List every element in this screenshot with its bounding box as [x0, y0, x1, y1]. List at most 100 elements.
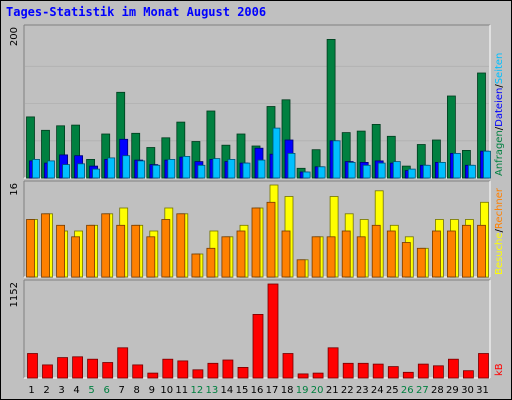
bar-rechner-day-21	[326, 236, 336, 278]
bar-rechner-day-5	[86, 224, 95, 278]
bar-seiten-day-16	[257, 159, 266, 179]
bar-kb-day-3	[57, 357, 68, 379]
y-max-label-kb: 1152	[9, 282, 20, 307]
bar-rechner-day-17	[266, 201, 276, 278]
bar-seiten-day-19	[302, 171, 311, 179]
series-label-anfragen: Anfragen	[494, 130, 505, 176]
bar-rechner-day-27	[416, 247, 426, 278]
bar-seiten-day-9	[152, 164, 161, 179]
day-axis: 1 2 3 4 5 6 7 8 9 10 11 12 13 14 15 16 17 18 19 20 21 22 23 24 2…	[28, 385, 489, 396]
bar-seiten-day-31	[483, 150, 491, 179]
bar-kb-day-18	[282, 353, 294, 379]
bar-kb-day-31	[478, 353, 489, 379]
bar-seiten-day-17	[272, 127, 281, 179]
bar-kb-day-16	[252, 313, 264, 379]
series-label-kb: kB	[494, 363, 505, 376]
series-label-seiten: Seiten	[494, 53, 505, 85]
bar-kb-day-4	[72, 356, 83, 379]
day-label-1: 1	[28, 385, 34, 396]
bar-rechner-day-1	[26, 219, 35, 278]
bar-rechner-day-19	[296, 259, 306, 278]
day-label-15: 15	[236, 385, 249, 396]
bar-rechner-day-8	[131, 224, 141, 278]
bar-seiten-day-25	[392, 161, 401, 179]
day-label-16: 16	[251, 385, 264, 396]
series-labels-kb: kB	[494, 363, 505, 376]
bar-rechner-day-30	[461, 224, 471, 278]
series-label-dateien: Dateien	[494, 88, 505, 127]
day-label-10: 10	[160, 385, 173, 396]
bar-rechner-day-2	[41, 213, 50, 278]
bar-seiten-day-28	[437, 161, 446, 179]
bar-kb-day-19	[297, 373, 309, 379]
bar-seiten-day-2	[47, 160, 55, 179]
bar-kb-day-9	[147, 372, 159, 379]
bar-seiten-day-13	[212, 158, 221, 179]
series-label-rechner: Rechner	[494, 187, 505, 229]
bar-kb-day-22	[342, 362, 354, 379]
day-label-20: 20	[311, 385, 324, 396]
bar-seiten-day-14	[227, 158, 236, 179]
bar-kb-day-2	[42, 364, 53, 379]
bar-rechner-day-24	[371, 224, 381, 278]
day-label-25: 25	[386, 385, 399, 396]
day-label-14: 14	[221, 385, 234, 396]
day-label-11: 11	[175, 385, 188, 396]
bar-seiten-day-4	[77, 163, 85, 179]
bar-kb-day-1	[27, 353, 38, 379]
bar-rechner-day-9	[146, 236, 156, 278]
day-label-31: 31	[476, 385, 489, 396]
bar-seiten-day-12	[197, 164, 206, 179]
bar-seiten-day-11	[182, 155, 191, 179]
day-label-28: 28	[431, 385, 444, 396]
panel-visits: 16 Besuche/Rechner	[9, 180, 505, 278]
bar-rechner-day-10	[161, 219, 171, 278]
bar-rechner-day-4	[71, 236, 80, 278]
day-label-26: 26	[401, 385, 414, 396]
bar-rechner-day-6	[101, 213, 111, 278]
day-label-8: 8	[134, 385, 140, 396]
bar-rechner-day-25	[386, 230, 396, 278]
day-label-22: 22	[341, 385, 354, 396]
bar-seiten-day-1	[32, 158, 40, 179]
day-label-19: 19	[296, 385, 309, 396]
bar-seiten-day-3	[62, 164, 70, 179]
bar-seiten-day-29	[452, 152, 461, 179]
day-label-21: 21	[326, 385, 339, 396]
day-label-3: 3	[58, 385, 64, 396]
bar-rechner-day-15	[236, 230, 246, 278]
bar-seiten-day-7	[122, 155, 131, 179]
bar-kb-day-6	[102, 362, 114, 379]
bar-kb-day-17	[267, 283, 279, 379]
bar-kb-day-27	[417, 363, 429, 379]
bar-kb-day-20	[312, 372, 324, 379]
day-label-4: 4	[73, 385, 79, 396]
bar-seiten-day-30	[467, 164, 476, 179]
y-max-label-requests: 200	[9, 27, 20, 46]
bar-kb-day-29	[447, 358, 459, 379]
bar-rechner-day-28	[431, 230, 441, 278]
series-label-besuche: Besuche	[494, 232, 505, 275]
bar-kb-day-21	[327, 347, 339, 379]
bar-rechner-day-26	[401, 242, 411, 278]
bar-seiten-day-10	[167, 158, 176, 179]
bar-kb-day-7	[117, 347, 129, 379]
bar-kb-day-15	[237, 366, 249, 379]
bar-kb-day-5	[87, 358, 98, 379]
bar-seiten-day-20	[317, 166, 326, 179]
day-label-30: 30	[461, 385, 474, 396]
day-label-24: 24	[371, 385, 384, 396]
bar-seiten-day-24	[377, 162, 386, 179]
bar-kb-day-26	[402, 371, 414, 379]
bar-rechner-day-14	[221, 236, 231, 278]
bar-seiten-day-6	[107, 157, 116, 179]
bar-seiten-day-8	[137, 160, 146, 179]
day-label-7: 7	[119, 385, 125, 396]
bar-kb-day-10	[162, 358, 174, 379]
panel-kb: 1152 kB	[9, 279, 505, 379]
bar-rechner-day-13	[206, 247, 216, 278]
bar-rechner-day-7	[116, 224, 126, 278]
chart-title: Tages-Statistik im Monat August 2006	[6, 5, 266, 19]
